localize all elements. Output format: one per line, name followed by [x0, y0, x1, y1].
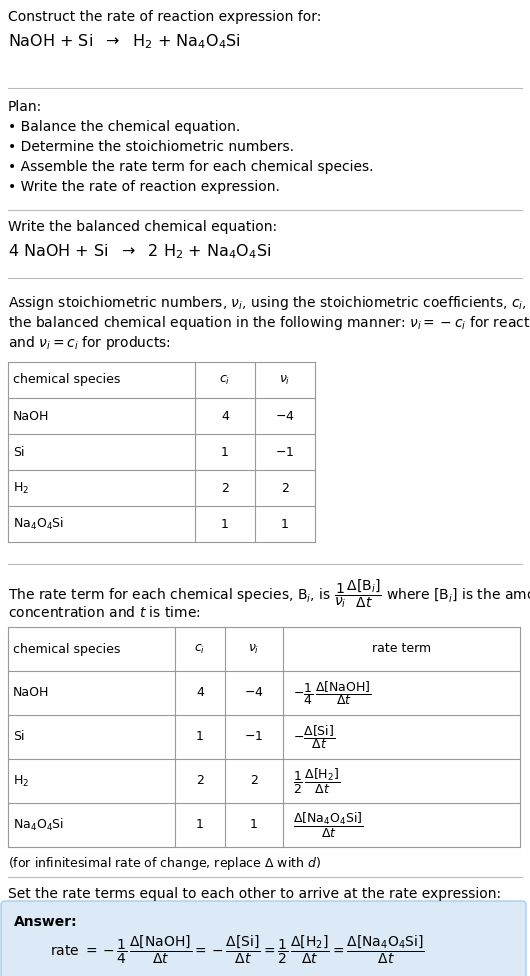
Text: Na$_4$O$_4$Si: Na$_4$O$_4$Si: [13, 516, 64, 532]
Text: (for infinitesimal rate of change, replace Δ with $d$): (for infinitesimal rate of change, repla…: [8, 855, 321, 872]
Text: • Write the rate of reaction expression.: • Write the rate of reaction expression.: [8, 180, 280, 194]
Text: $-1$: $-1$: [244, 730, 263, 744]
Text: rate term: rate term: [372, 642, 431, 656]
Text: rate $= -\dfrac{1}{4}\,\dfrac{\Delta[\mathrm{NaOH}]}{\Delta t}= -\dfrac{\Delta[\: rate $= -\dfrac{1}{4}\,\dfrac{\Delta[\ma…: [50, 934, 425, 966]
Text: 2: 2: [221, 481, 229, 495]
Text: $\nu_i$: $\nu_i$: [249, 642, 260, 656]
Text: NaOH: NaOH: [13, 686, 49, 700]
Text: 4: 4: [196, 686, 204, 700]
Text: 2: 2: [196, 775, 204, 788]
Text: $-\dfrac{1}{4}\,\dfrac{\Delta[\mathrm{NaOH}]}{\Delta t}$: $-\dfrac{1}{4}\,\dfrac{\Delta[\mathrm{Na…: [293, 679, 372, 707]
Text: Si: Si: [13, 445, 24, 459]
Text: • Determine the stoichiometric numbers.: • Determine the stoichiometric numbers.: [8, 140, 294, 154]
Text: 1: 1: [250, 819, 258, 832]
Text: Assign stoichiometric numbers, $\nu_i$, using the stoichiometric coefficients, $: Assign stoichiometric numbers, $\nu_i$, …: [8, 294, 530, 312]
Text: Set the rate terms equal to each other to arrive at the rate expression:: Set the rate terms equal to each other t…: [8, 887, 501, 901]
Text: $\dfrac{1}{2}\,\dfrac{\Delta[\mathrm{H_2}]}{\Delta t}$: $\dfrac{1}{2}\,\dfrac{\Delta[\mathrm{H_2…: [293, 766, 340, 795]
Text: NaOH: NaOH: [13, 410, 49, 423]
Text: Plan:: Plan:: [8, 100, 42, 114]
Text: and $\nu_i = c_i$ for products:: and $\nu_i = c_i$ for products:: [8, 334, 171, 352]
Text: Write the balanced chemical equation:: Write the balanced chemical equation:: [8, 220, 277, 234]
Text: Si: Si: [13, 730, 24, 744]
Text: the balanced chemical equation in the following manner: $\nu_i = -c_i$ for react: the balanced chemical equation in the fo…: [8, 314, 530, 332]
Text: 4 NaOH + Si  $\rightarrow$  2 H$_2$ + Na$_4$O$_4$Si: 4 NaOH + Si $\rightarrow$ 2 H$_2$ + Na$_…: [8, 242, 271, 261]
Text: $-\dfrac{\Delta[\mathrm{Si}]}{\Delta t}$: $-\dfrac{\Delta[\mathrm{Si}]}{\Delta t}$: [293, 723, 335, 751]
Text: 1: 1: [221, 445, 229, 459]
FancyBboxPatch shape: [1, 901, 526, 976]
Text: 4: 4: [221, 410, 229, 423]
Text: chemical species: chemical species: [13, 374, 120, 386]
Text: $-4$: $-4$: [275, 410, 295, 423]
Text: NaOH + Si  $\rightarrow$  H$_2$ + Na$_4$O$_4$Si: NaOH + Si $\rightarrow$ H$_2$ + Na$_4$O$…: [8, 32, 241, 51]
Text: Answer:: Answer:: [14, 915, 77, 929]
Text: chemical species: chemical species: [13, 642, 120, 656]
Text: 2: 2: [281, 481, 289, 495]
Text: 1: 1: [221, 517, 229, 531]
Text: 2: 2: [250, 775, 258, 788]
Text: • Balance the chemical equation.: • Balance the chemical equation.: [8, 120, 240, 134]
Text: Construct the rate of reaction expression for:: Construct the rate of reaction expressio…: [8, 10, 321, 24]
Text: $-1$: $-1$: [276, 445, 295, 459]
Text: Na$_4$O$_4$Si: Na$_4$O$_4$Si: [13, 817, 64, 834]
Text: H$_2$: H$_2$: [13, 480, 29, 496]
Text: 1: 1: [196, 819, 204, 832]
Text: $c_i$: $c_i$: [195, 642, 206, 656]
Text: H$_2$: H$_2$: [13, 773, 29, 789]
Text: • Assemble the rate term for each chemical species.: • Assemble the rate term for each chemic…: [8, 160, 374, 174]
Text: 1: 1: [196, 730, 204, 744]
Text: 1: 1: [281, 517, 289, 531]
Text: $\dfrac{\Delta[\mathrm{Na_4O_4Si}]}{\Delta t}$: $\dfrac{\Delta[\mathrm{Na_4O_4Si}]}{\Del…: [293, 810, 364, 839]
Text: The rate term for each chemical species, B$_i$, is $\dfrac{1}{\nu_i}\dfrac{\Delt: The rate term for each chemical species,…: [8, 577, 530, 610]
Text: concentration and $t$ is time:: concentration and $t$ is time:: [8, 605, 201, 620]
Text: $\nu_i$: $\nu_i$: [279, 374, 290, 386]
Text: $-4$: $-4$: [244, 686, 264, 700]
Text: $c_i$: $c_i$: [219, 374, 231, 386]
